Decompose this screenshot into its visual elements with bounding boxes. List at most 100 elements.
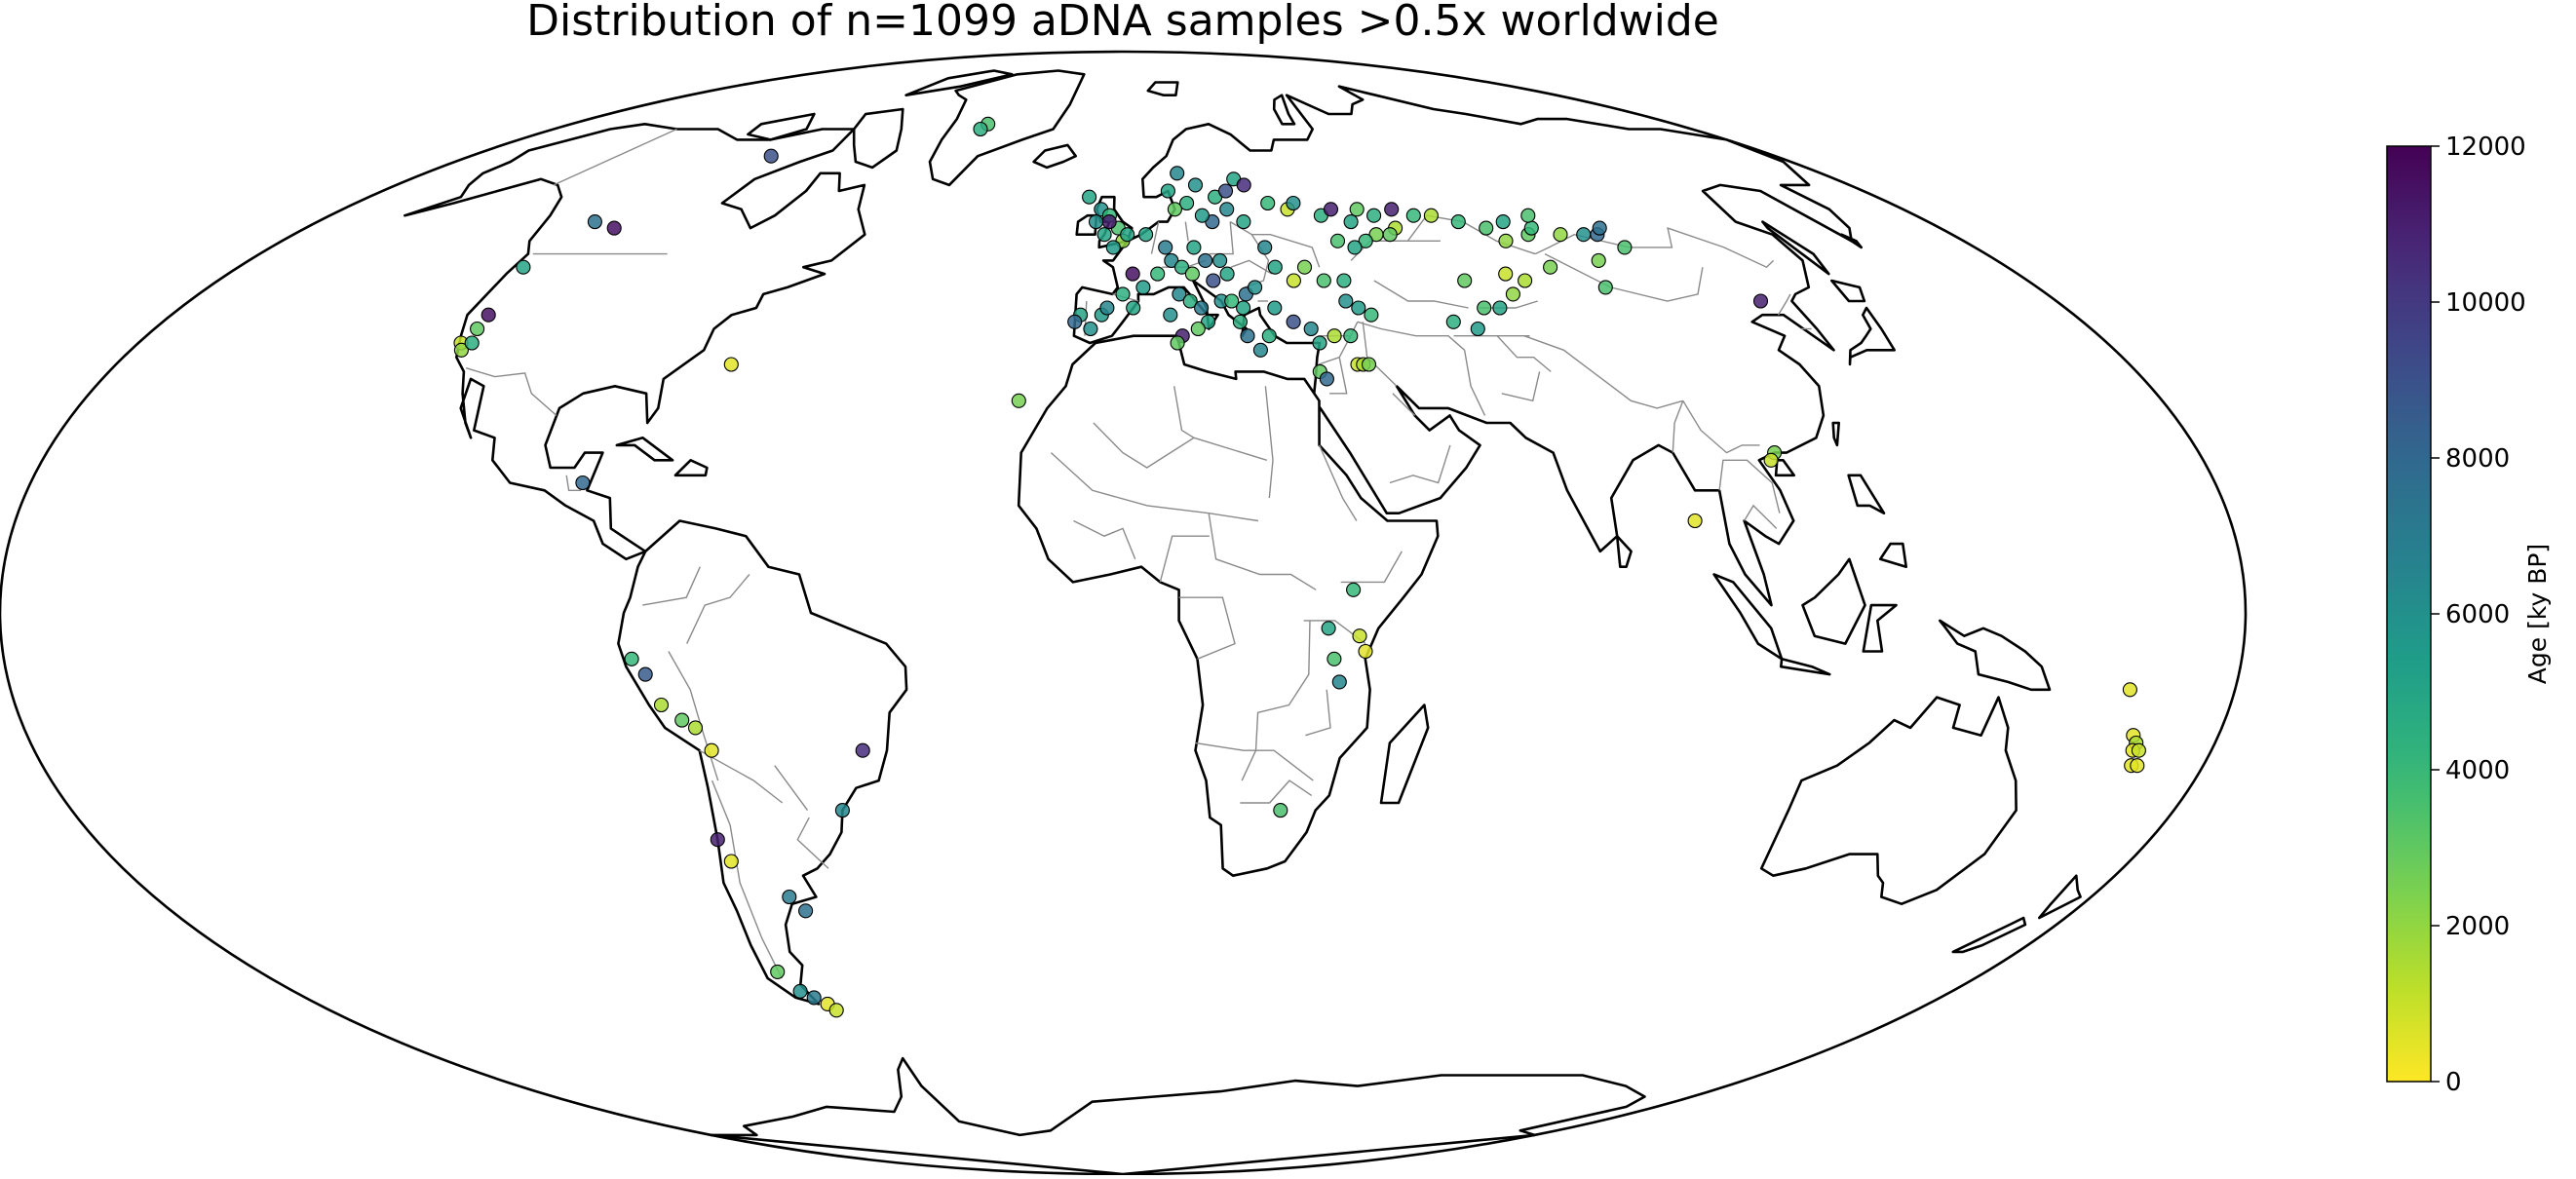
landmass-baffin-island (852, 107, 904, 170)
sample-point (1286, 273, 1301, 288)
sample-point (1160, 183, 1175, 199)
sample-point (1219, 202, 1235, 217)
sample-point (1173, 259, 1190, 275)
country-border-5 (699, 749, 784, 804)
country-border-7 (711, 780, 783, 979)
sample-point (1303, 321, 1319, 337)
sample-point (1067, 314, 1083, 329)
landmass-hainan (1774, 459, 1795, 477)
sample-point (1331, 674, 1347, 690)
landmass-java (1780, 658, 1831, 676)
sample-point (1101, 214, 1117, 230)
sample-point (704, 742, 719, 758)
sample-point (1186, 240, 1202, 255)
sample-point (587, 214, 602, 230)
country-border-38 (1329, 357, 1348, 395)
sample-point (1423, 208, 1439, 223)
colorbar-label: Age [ky BP] (2523, 544, 2552, 684)
sample-point (637, 666, 653, 682)
sample-point (1316, 273, 1331, 288)
sample-point (1343, 328, 1359, 344)
landmass-victoria-island (747, 112, 816, 141)
landmass-hispaniola (673, 459, 709, 477)
sample-point (834, 803, 850, 818)
sample-point (1358, 643, 1373, 660)
sample-point (1523, 220, 1539, 236)
landmass-antarctica (710, 1056, 1646, 1176)
landmass-sakhalin (1761, 220, 1830, 276)
sample-point (1125, 266, 1140, 282)
sample-point (1543, 259, 1558, 275)
sample-point (1135, 280, 1151, 295)
sample-point (1326, 328, 1342, 344)
sample-point (1477, 300, 1492, 316)
landmass-borneo (1801, 557, 1866, 645)
sample-point (1115, 286, 1131, 302)
sample-point (1236, 300, 1251, 316)
sample-point (828, 1003, 844, 1018)
landmass-japan-hokkaido (1830, 279, 1866, 303)
country-border-54 (1672, 400, 1684, 453)
sample-point (1384, 202, 1400, 217)
sample-point (1167, 202, 1182, 217)
sample-point (1252, 342, 1268, 358)
sample-point (1326, 651, 1342, 666)
sample-point (1351, 300, 1366, 316)
country-border-45 (1496, 335, 1552, 372)
landmass-north-america (404, 123, 866, 561)
sample-point (1184, 266, 1200, 282)
country-border-46 (1501, 371, 1541, 402)
sample-point (792, 983, 808, 999)
country-border-9 (642, 566, 701, 606)
country-border-6 (774, 765, 809, 812)
sample-point (1088, 214, 1104, 230)
sample-point (1312, 335, 1327, 351)
landmass-new-zealand-south (1951, 916, 2027, 954)
sample-point (1187, 177, 1204, 193)
sample-point (575, 475, 591, 491)
country-border-13 (1093, 422, 1268, 469)
sample-point (1405, 208, 1421, 223)
sample-point (1752, 293, 1769, 309)
landmass-madagascar (1379, 704, 1430, 805)
country-border-16 (1241, 620, 1311, 781)
sample-point (1495, 214, 1511, 230)
sample-point (1158, 240, 1173, 255)
sample-point (1170, 166, 1185, 181)
country-border-50 (1534, 227, 1775, 269)
sample-point (1286, 314, 1301, 329)
landmass-new-guinea (1939, 619, 2052, 692)
sample-point (1498, 233, 1514, 248)
sample-point (1217, 183, 1234, 199)
sample-point (1457, 273, 1473, 288)
sample-point (470, 321, 485, 337)
sample-point (1518, 273, 1533, 288)
sample-point (1382, 227, 1398, 243)
landmass-cuba (615, 437, 674, 462)
country-border-3 (565, 475, 582, 491)
country-border-17 (1195, 742, 1314, 781)
country-border-31 (1251, 234, 1321, 268)
map-layer (0, 50, 2247, 1176)
sample-point (1617, 240, 1633, 255)
sample-point (481, 307, 496, 323)
country-border-2 (465, 367, 557, 416)
country-border-48 (1373, 280, 1469, 309)
sample-point (1224, 293, 1240, 309)
sample-point (1179, 195, 1195, 211)
sample-point (1182, 293, 1198, 309)
landmass-philippines-mindanao (1878, 542, 1907, 568)
country-border-23 (1073, 519, 1136, 560)
country-border-18 (1240, 780, 1313, 804)
colorbar-gradient (2386, 145, 2432, 1083)
sample-point (1349, 202, 1365, 217)
sample-point (2130, 758, 2145, 774)
sample-point (770, 964, 786, 979)
colorbar-tick-label: 6000 (2445, 600, 2510, 629)
sample-point (1286, 195, 1301, 211)
sample-point (1164, 252, 1179, 268)
sample-point (1260, 195, 1276, 211)
sample-point (723, 357, 739, 372)
colorbar-tick-label: 8000 (2445, 444, 2510, 474)
landmass-japan-honshu (1848, 306, 1896, 366)
